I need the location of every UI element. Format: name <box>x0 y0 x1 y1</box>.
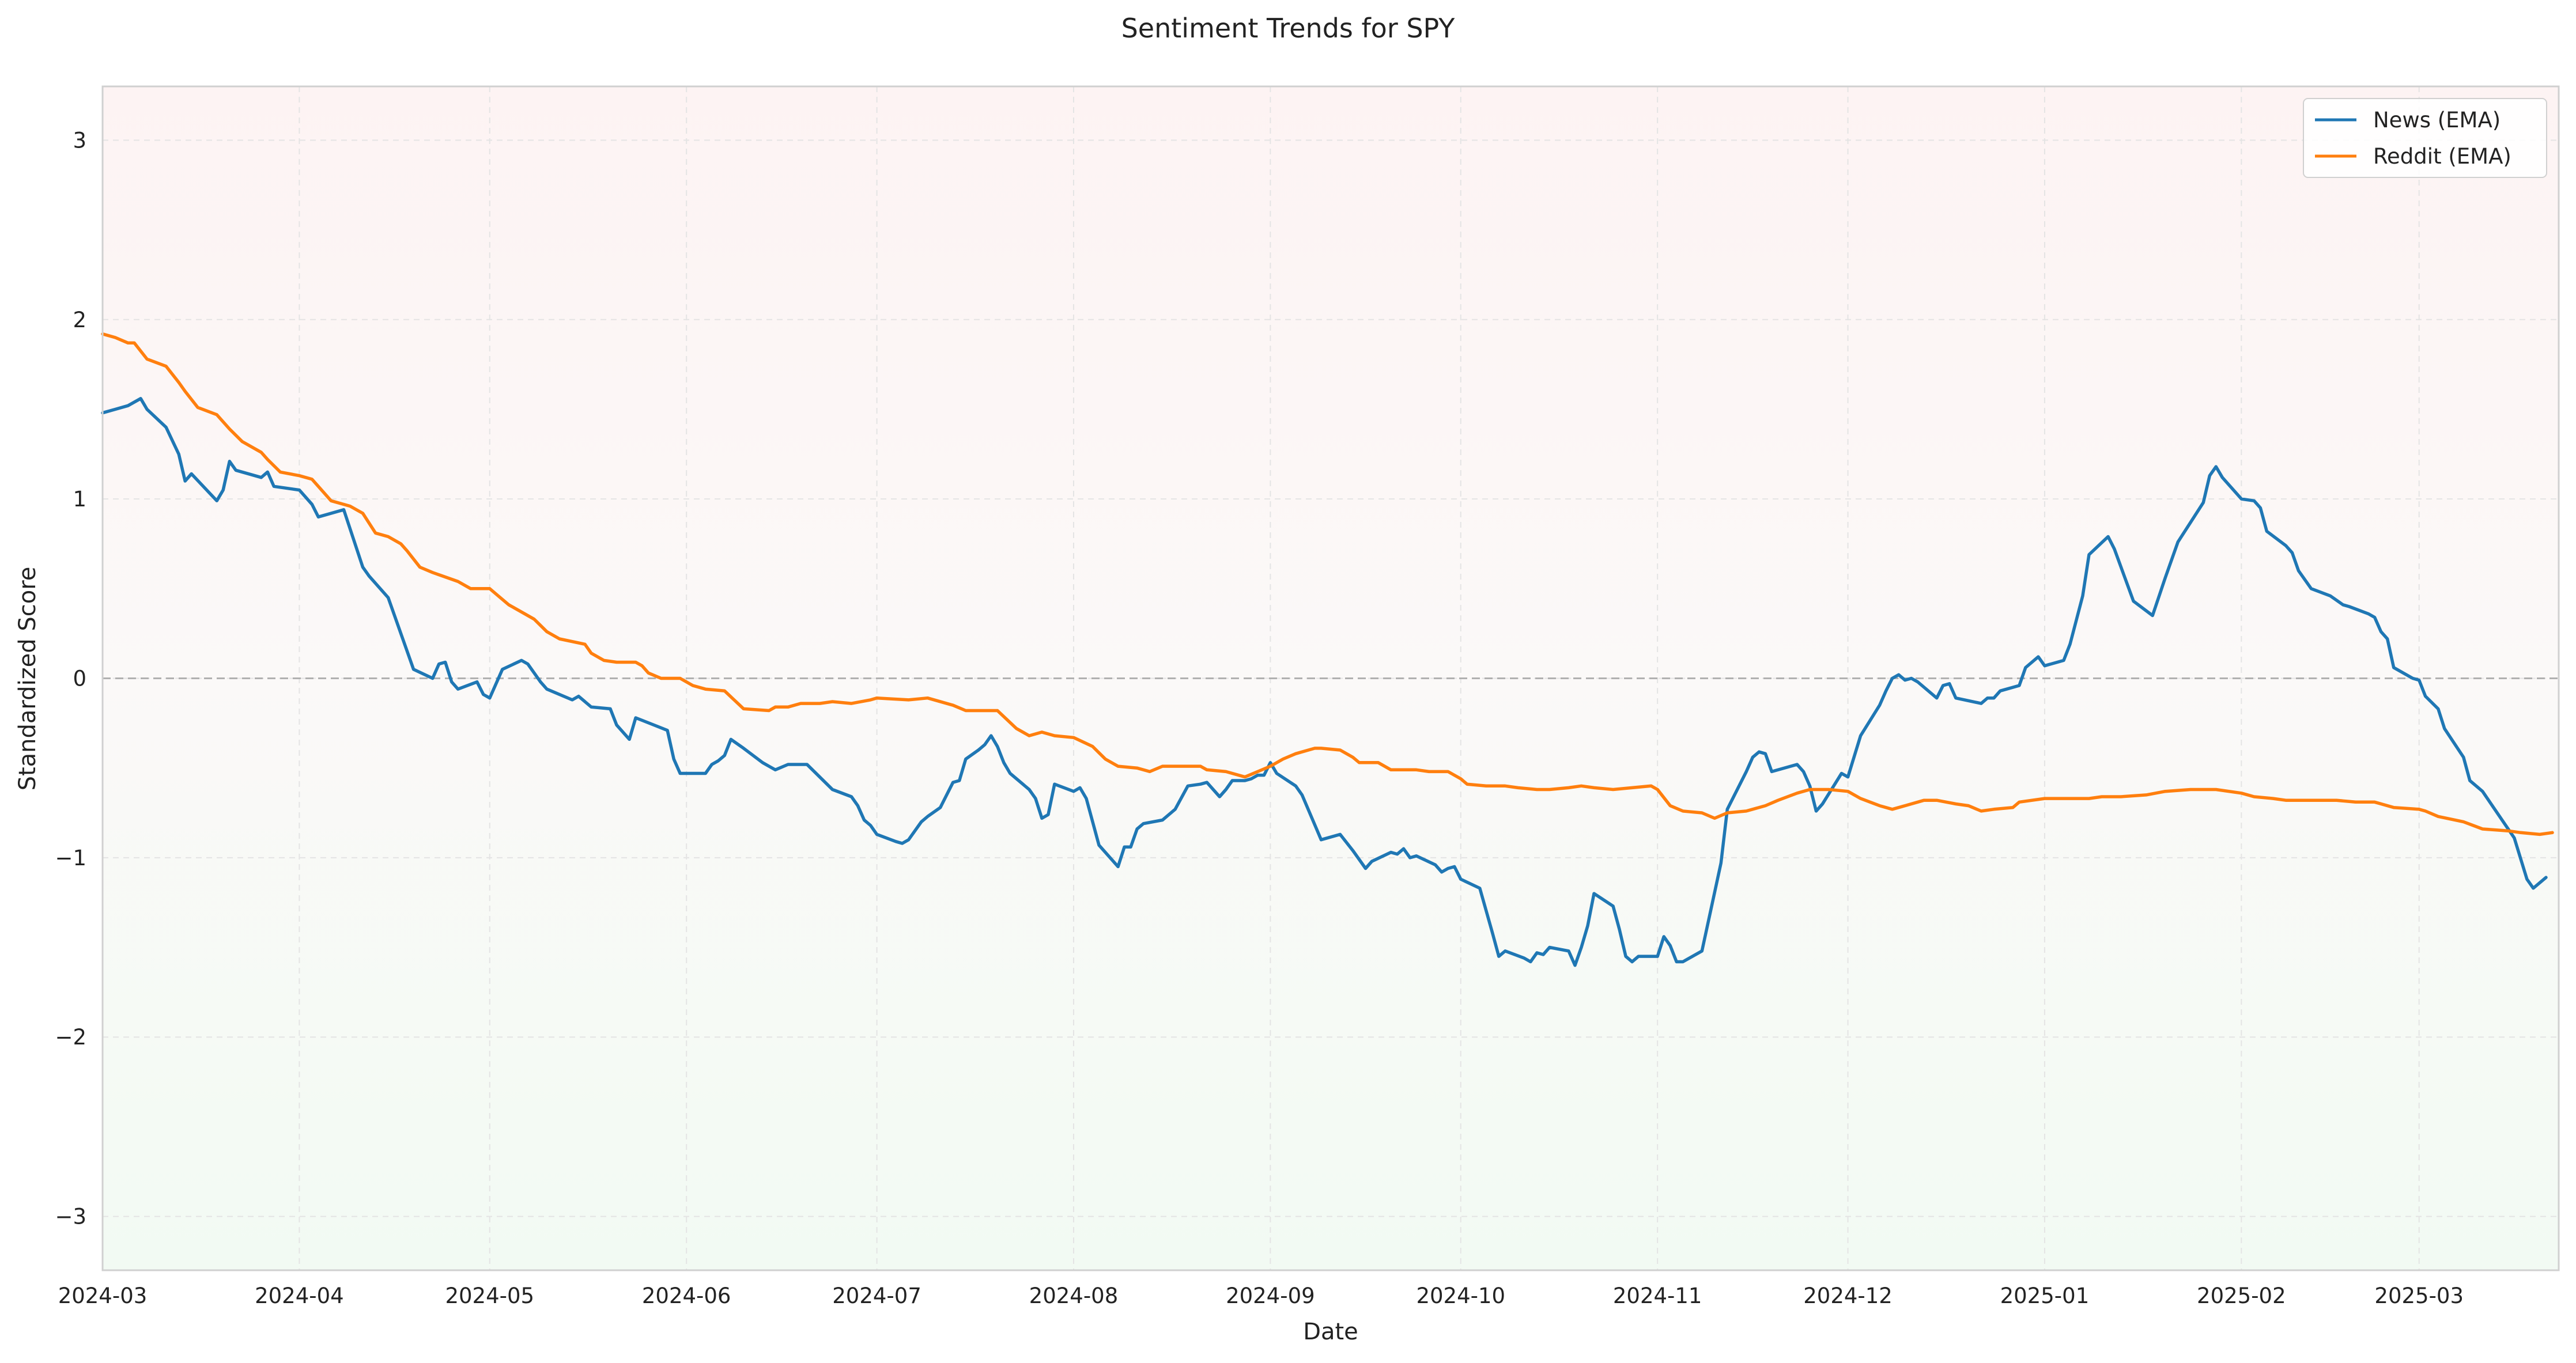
x-tick-label: 2025-01 <box>2000 1284 2090 1308</box>
legend: News (EMA) Reddit (EMA) <box>2303 98 2547 178</box>
x-tick-label: 2024-04 <box>255 1284 344 1308</box>
plot-frame <box>101 85 2560 1271</box>
x-tick-label: 2024-10 <box>1416 1284 1505 1308</box>
x-tick-label: 2024-11 <box>1613 1284 1702 1308</box>
x-tick-label: 2024-12 <box>1803 1284 1893 1308</box>
series-line-news <box>101 397 2548 967</box>
legend-label-reddit: Reddit (EMA) <box>2373 144 2511 169</box>
legend-box <box>2303 98 2547 178</box>
x-tick-label: 2024-09 <box>1226 1284 1315 1308</box>
x-tick-label: 2024-07 <box>832 1284 921 1308</box>
legend-label-news: News (EMA) <box>2373 108 2501 132</box>
y-tick-label: −2 <box>55 1025 86 1050</box>
x-tick-label: 2024-05 <box>445 1284 534 1308</box>
x-tick-label: 2024-08 <box>1029 1284 1119 1308</box>
y-tick-label: −1 <box>55 846 86 870</box>
y-tick-label: 2 <box>73 308 86 332</box>
series-line-reddit <box>101 332 2554 836</box>
x-tick-labels: 2024-03 2024-04 2024-05 2024-06 2024-07 2024-… <box>58 1284 2464 1308</box>
y-axis-title: Standardized Score <box>14 567 41 791</box>
x-tick-label: 2025-03 <box>2374 1284 2464 1308</box>
x-axis-title: Date <box>1303 1319 1358 1345</box>
series-lines <box>101 332 2554 967</box>
x-tick-label: 2024-06 <box>642 1284 731 1308</box>
y-tick-label: 0 <box>73 667 86 691</box>
x-tick-label: 2025-02 <box>2197 1284 2286 1308</box>
y-tick-label: 1 <box>73 487 86 512</box>
y-tick-label: 3 <box>73 128 86 153</box>
x-tick-label: 2024-03 <box>58 1284 148 1308</box>
y-tick-label: −3 <box>55 1205 86 1229</box>
y-tick-labels: −3 −2 −1 0 1 2 3 <box>55 128 86 1229</box>
chart-title: Sentiment Trends for SPY <box>1121 13 1456 44</box>
